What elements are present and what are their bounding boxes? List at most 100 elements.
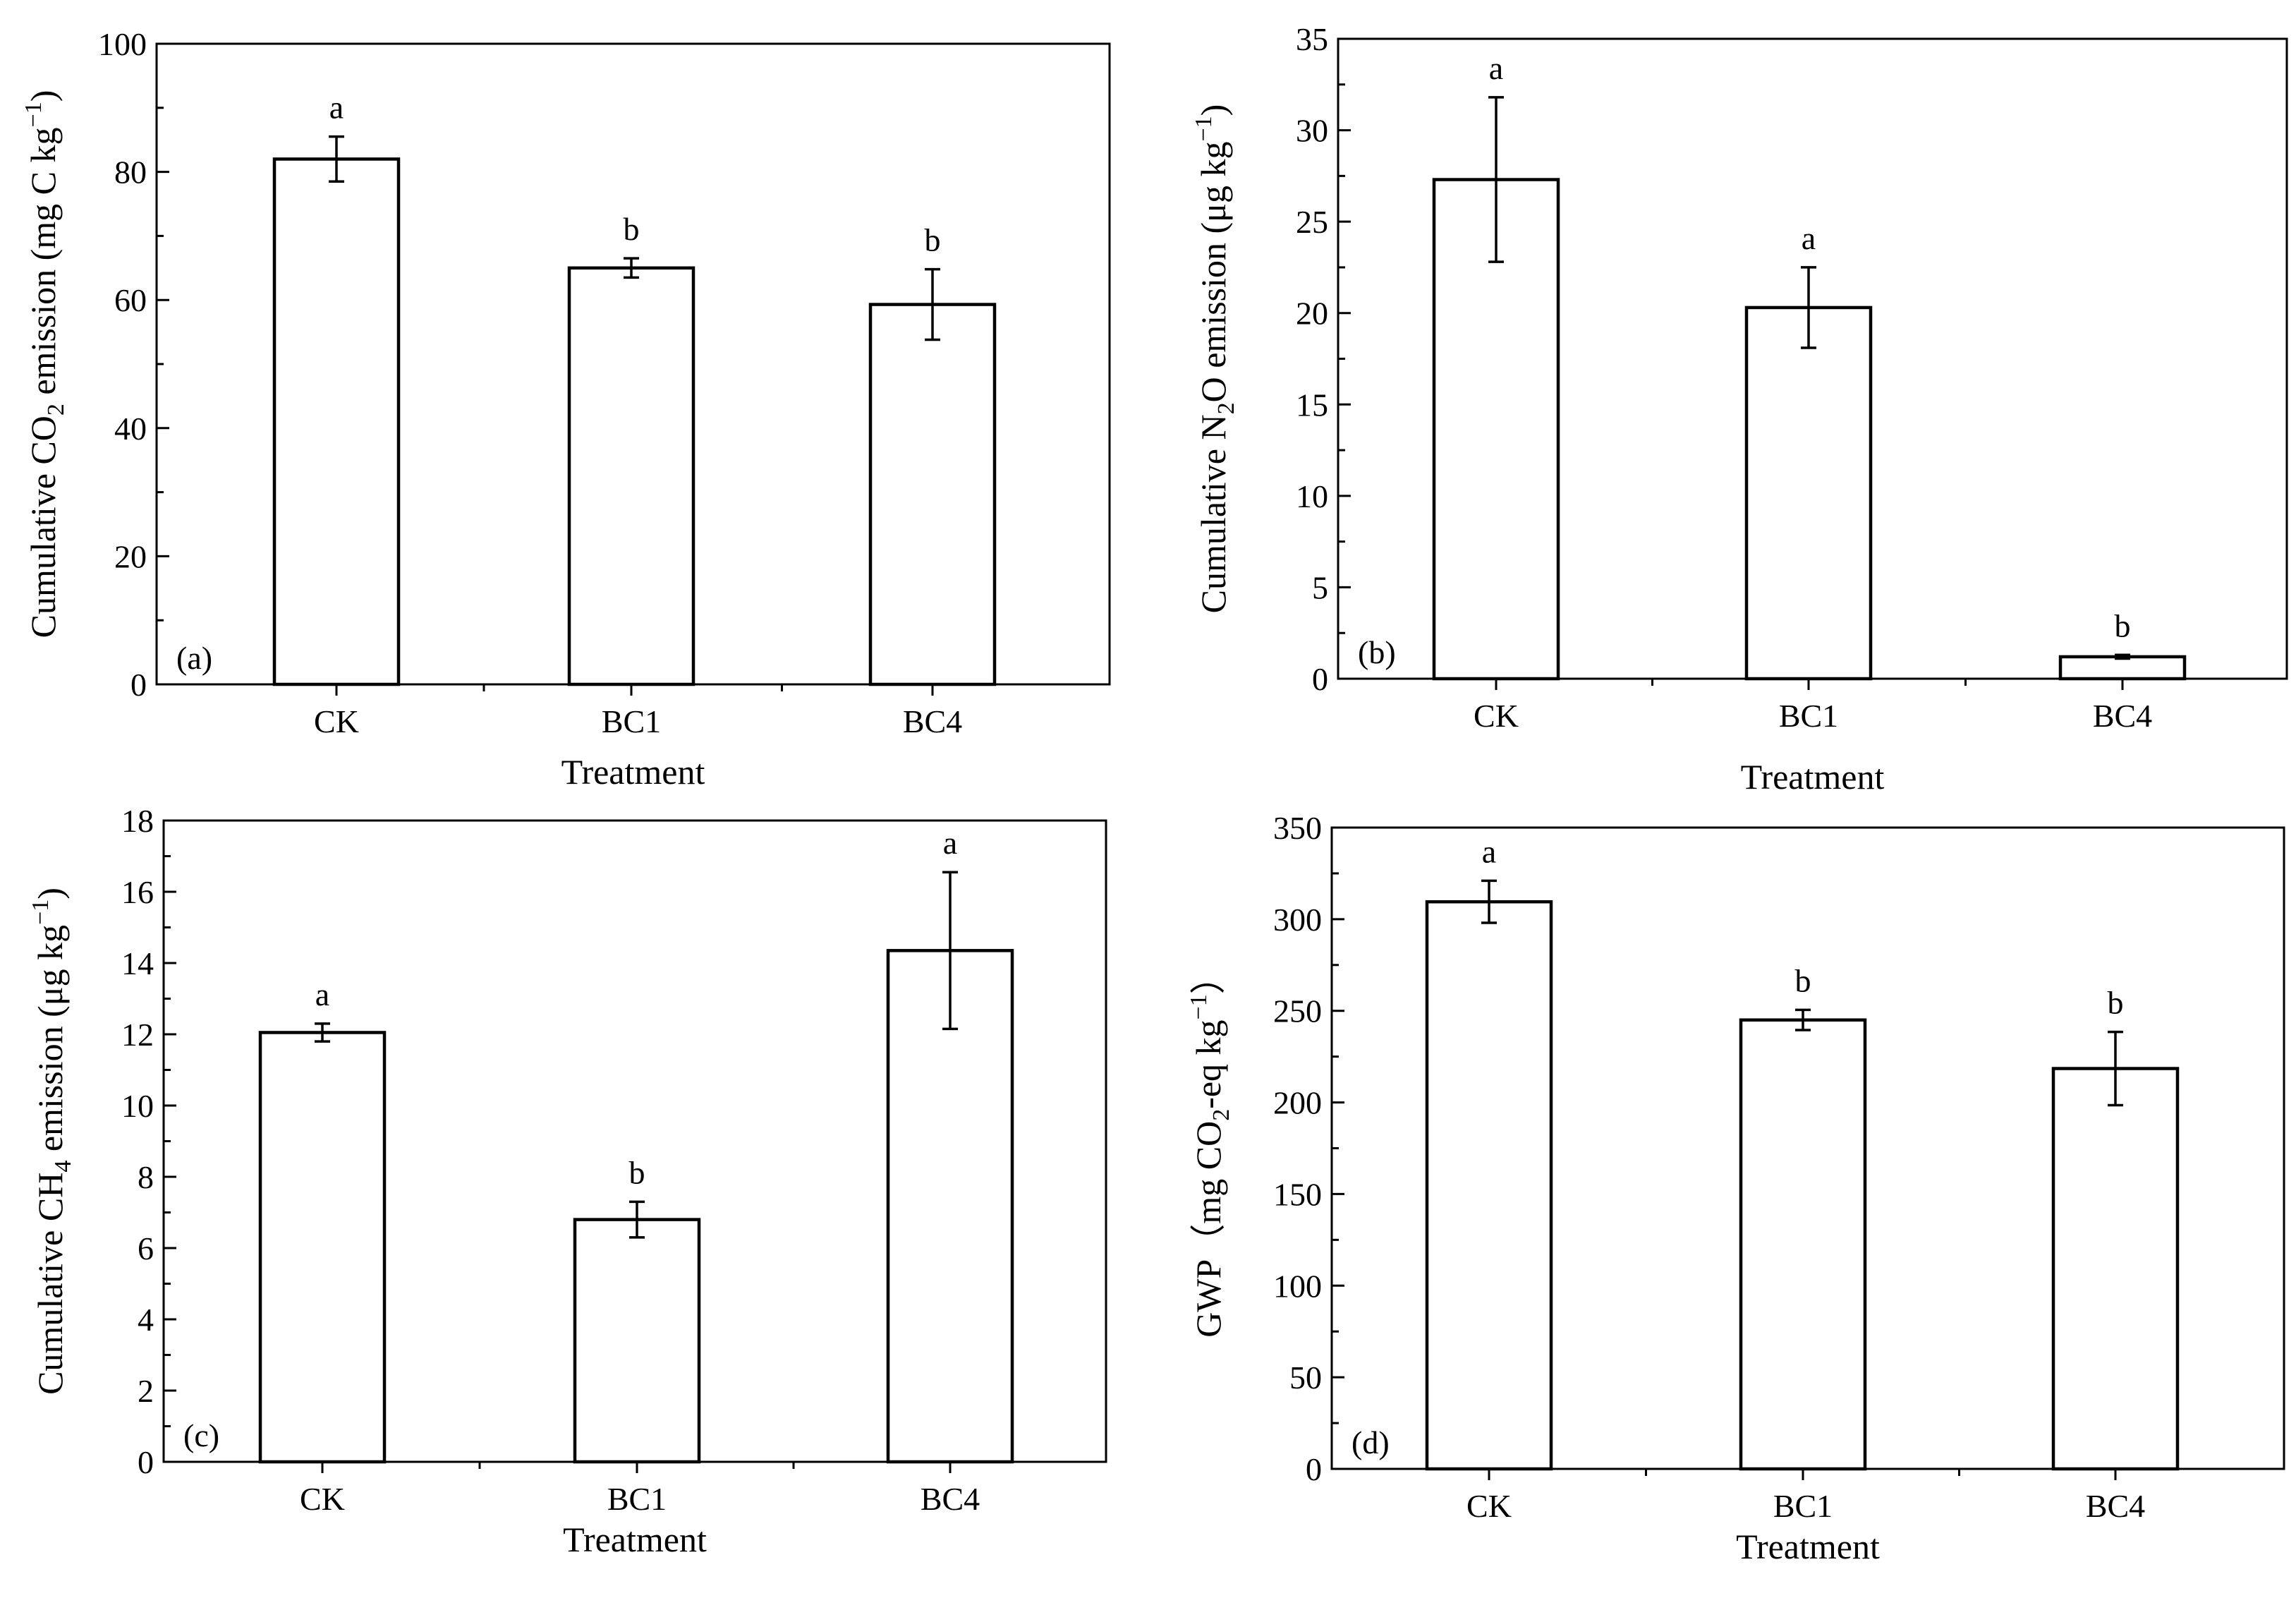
y-tick-label: 18 xyxy=(121,803,154,839)
significance-letter: b xyxy=(2115,607,2131,643)
y-tick-label: 100 xyxy=(1273,1268,1322,1304)
y-tick-label: 100 xyxy=(98,26,147,62)
bar-bc4 xyxy=(886,949,1014,1464)
y-axis-title-part: 4 xyxy=(50,1161,76,1173)
x-category-label: BC4 xyxy=(921,1481,980,1517)
y-tick-label: 6 xyxy=(138,1230,154,1266)
significance-letter: a xyxy=(1489,50,1503,86)
y-tick-label: 16 xyxy=(121,874,154,910)
y-axis-title-part: ) xyxy=(30,888,70,900)
x-category-label: CK xyxy=(1466,1488,1512,1524)
y-tick-label: 14 xyxy=(121,945,154,981)
significance-letter: a xyxy=(315,976,329,1012)
y-axis-title-part: 2 xyxy=(1213,402,1239,414)
x-category-label: BC4 xyxy=(903,703,962,739)
y-tick-label: 35 xyxy=(1296,21,1328,57)
y-tick-label: 30 xyxy=(1296,113,1328,149)
y-tick-label: 20 xyxy=(114,538,147,574)
x-axis-title: Treatment xyxy=(563,1520,707,1559)
x-category-label: BC1 xyxy=(1773,1488,1833,1524)
y-tick-label: 50 xyxy=(1289,1360,1322,1396)
significance-letter: a xyxy=(1802,220,1816,256)
x-category-label: BC1 xyxy=(602,703,661,739)
bar-ck xyxy=(272,157,401,686)
bar-bc1 xyxy=(573,1218,701,1464)
y-axis-title-part: emission (μg kg xyxy=(30,925,70,1161)
y-tick-label: 12 xyxy=(121,1017,154,1053)
x-axis-title: Treatment xyxy=(1736,1527,1880,1566)
bar-bc1 xyxy=(567,266,696,686)
y-axis-title-part: ) xyxy=(23,90,63,102)
y-axis-title: GWP（mg CO2-eq kg−1） xyxy=(1186,959,1234,1338)
x-category-label: CK xyxy=(1474,698,1519,734)
bar-bc4 xyxy=(2058,655,2187,681)
significance-letter: a xyxy=(943,825,957,861)
bar-bc4 xyxy=(868,303,997,686)
chart-panel-c: 0 2 4 6 8 10 12 14 16 18 a CK b BC1 a BC4 (c) Treatment Cu… xyxy=(28,803,1107,1559)
y-tick-label: 0 xyxy=(138,1444,154,1480)
significance-letter: b xyxy=(2108,985,2124,1021)
y-tick-label: 200 xyxy=(1273,1085,1322,1121)
y-tick-label: 300 xyxy=(1273,902,1322,938)
x-category-label: BC4 xyxy=(2086,1488,2145,1524)
bar-bc1 xyxy=(1739,1018,1867,1471)
y-axis-title-part: ) xyxy=(1193,104,1233,116)
y-tick-label: 250 xyxy=(1273,993,1322,1029)
y-tick-label: 25 xyxy=(1296,204,1328,240)
y-axis-title: Cumulative CH4 emission (μg kg−1) xyxy=(28,888,76,1395)
y-axis-title-part: −1 xyxy=(28,900,54,925)
x-category-label: CK xyxy=(314,703,359,739)
chart-panel-a: 0 20 40 60 80 100 a CK b BC1 b BC4 (a) Treatment Cumul… xyxy=(20,26,1111,792)
panel-tag: (d) xyxy=(1352,1424,1390,1460)
x-axis-title: Treatment xyxy=(1741,757,1885,797)
y-axis-title-part: Cumulative N xyxy=(1193,414,1233,613)
y-axis-title-part: O emission (μg kg xyxy=(1193,142,1233,403)
y-axis-title-part: 2 xyxy=(43,404,69,416)
bar-ck xyxy=(258,1031,387,1464)
y-tick-label: 40 xyxy=(114,411,147,447)
y-axis-title-part: −1 xyxy=(20,102,47,127)
panel-tag: (b) xyxy=(1358,634,1396,670)
y-tick-label: 10 xyxy=(1296,478,1328,514)
y-axis-title-part: ） xyxy=(1189,959,1228,994)
chart-panel-d: 0 50 100 150 200 250 300 350 a CK b BC1 b BC4 (d) Treat… xyxy=(1186,810,2285,1566)
significance-letter: b xyxy=(925,222,941,258)
significance-letter: a xyxy=(329,90,344,126)
y-tick-label: 2 xyxy=(138,1373,154,1409)
y-axis-title: Cumulative CO2 emission (mg C kg−1) xyxy=(20,90,69,638)
y-tick-label: 5 xyxy=(1312,569,1328,605)
significance-letter: a xyxy=(1482,833,1496,869)
y-axis-title-part: 2 xyxy=(1208,1109,1234,1121)
y-tick-label: 350 xyxy=(1273,810,1322,846)
y-axis-title-part: -eq kg xyxy=(1189,1019,1228,1108)
y-tick-label: 150 xyxy=(1273,1176,1322,1212)
y-tick-label: 0 xyxy=(130,667,147,703)
y-axis-title-part: Cumulative CO xyxy=(23,416,63,638)
y-tick-label: 10 xyxy=(121,1088,154,1124)
bar-ck xyxy=(1425,900,1553,1471)
y-tick-label: 0 xyxy=(1306,1451,1322,1487)
significance-letter: b xyxy=(629,1154,645,1190)
y-tick-label: 8 xyxy=(138,1159,154,1195)
significance-letter: b xyxy=(1795,962,1811,998)
chart-panel-b: 0 5 10 15 20 25 30 35 a CK a BC1 b BC4 (b) Treatment Cum… xyxy=(1191,21,2288,797)
y-tick-label: 20 xyxy=(1296,296,1328,332)
x-category-label: BC1 xyxy=(607,1481,667,1517)
panel-tag: (a) xyxy=(176,640,212,676)
significance-letter: b xyxy=(624,211,640,247)
y-axis-title-part: emission (mg C kg xyxy=(23,127,63,404)
y-tick-label: 0 xyxy=(1312,661,1328,697)
bar-bc4 xyxy=(2051,1067,2180,1471)
y-tick-label: 15 xyxy=(1296,387,1328,423)
y-axis-title-part: GWP（mg CO xyxy=(1189,1121,1228,1338)
x-category-label: BC4 xyxy=(2093,698,2152,734)
x-category-label: BC1 xyxy=(1779,698,1838,734)
y-tick-label: 60 xyxy=(114,282,147,318)
x-axis-title: Treatment xyxy=(561,752,705,792)
y-axis-title: Cumulative N2O emission (μg kg−1) xyxy=(1191,104,1239,614)
bar-bc1 xyxy=(1744,305,1873,681)
y-tick-label: 80 xyxy=(114,155,147,190)
y-axis-title-part: −1 xyxy=(1191,116,1217,141)
x-category-label: CK xyxy=(300,1481,345,1517)
